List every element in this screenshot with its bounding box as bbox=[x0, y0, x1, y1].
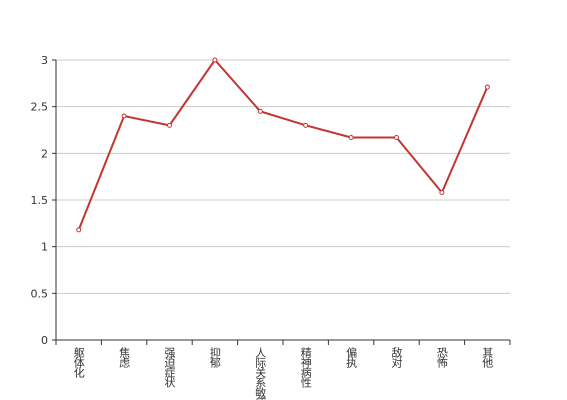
x-tick-label: 焦虑 bbox=[118, 347, 131, 368]
point bbox=[394, 134, 399, 140]
y-tick-label: 2 bbox=[41, 147, 48, 160]
point bbox=[76, 227, 82, 233]
x-tick-label: 敌对 bbox=[390, 346, 403, 368]
x-tick-label: 强迫症状 bbox=[163, 347, 176, 388]
point bbox=[121, 113, 127, 119]
point bbox=[348, 134, 354, 140]
line bbox=[77, 58, 489, 231]
point bbox=[167, 122, 172, 128]
point bbox=[303, 122, 309, 128]
y-tick-label: 1 bbox=[41, 241, 48, 254]
point bbox=[212, 57, 218, 63]
y-tick-label: 2.5 bbox=[31, 101, 49, 114]
x-tick-label: 抑郁 bbox=[208, 346, 221, 368]
point bbox=[257, 108, 263, 114]
y-tick-label: 0.5 bbox=[31, 287, 49, 300]
x-tick-label: 恐怖 bbox=[435, 347, 448, 368]
x-tick-label: 人际关系敏感 bbox=[254, 347, 267, 400]
x-tick-label: 躯体化 bbox=[72, 347, 85, 379]
x-tick-label: 精神病性 bbox=[299, 347, 312, 389]
y-tick-label: 1.5 bbox=[31, 194, 49, 207]
y-tick-label: 0 bbox=[41, 334, 48, 347]
x-tick-label: 其他 bbox=[481, 347, 494, 368]
point bbox=[439, 190, 445, 196]
point bbox=[484, 84, 490, 90]
y-tick-label: 3 bbox=[41, 54, 48, 67]
x-tick-label: 偏执 bbox=[345, 346, 358, 369]
